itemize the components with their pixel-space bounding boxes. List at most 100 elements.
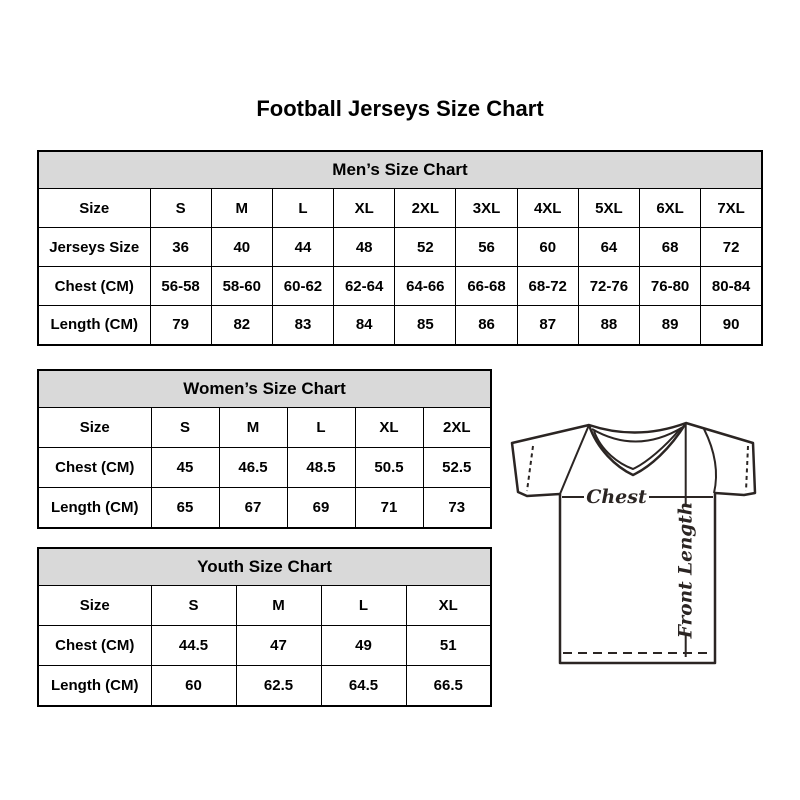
data-cell: 60-62 <box>271 266 335 306</box>
data-cell: 44.5 <box>150 625 237 666</box>
data-cell: 79 <box>149 305 212 345</box>
data-cell: 62-64 <box>333 266 396 306</box>
mens-size-chart-table: Men’s Size Chart Size S M L XL 2XL 3XL 4XL 5XL 6X… <box>37 150 763 346</box>
left-cuff-dashed-line <box>526 445 534 492</box>
data-cell: 90 <box>700 305 763 345</box>
data-cell: 68-72 <box>516 266 579 306</box>
data-cell: 64-66 <box>394 266 457 306</box>
data-cell: 46.5 <box>218 447 288 488</box>
table-row: Length (CM) 65 67 69 71 73 <box>37 487 492 528</box>
data-cell: 56 <box>455 227 518 267</box>
data-cell: 69 <box>286 487 356 528</box>
data-cell: 50.5 <box>354 447 424 488</box>
row-header-cell: Size <box>37 188 151 228</box>
data-cell: L <box>271 188 335 228</box>
mens-table: Men’s Size Chart Size S M L XL 2XL 3XL 4XL 5XL 6X… <box>37 150 763 346</box>
data-cell: 60 <box>516 227 579 267</box>
youth-table: Youth Size Chart Size S M L XL Chest (CM) 44.5… <box>37 547 492 707</box>
data-cell: 48.5 <box>286 447 356 488</box>
data-cell: 6XL <box>638 188 702 228</box>
data-cell: 48 <box>333 227 396 267</box>
womens-size-chart-table: Women’s Size Chart Size S M L XL 2XL Chest (CM… <box>37 369 492 529</box>
table-row: Size S M L XL 2XL <box>37 407 492 448</box>
jersey-outline <box>510 421 757 665</box>
data-cell: 4XL <box>516 188 579 228</box>
page-title: Football Jerseys Size Chart <box>256 96 544 121</box>
youth-size-chart-table: Youth Size Chart Size S M L XL Chest (CM) 44.5… <box>37 547 492 707</box>
data-cell: 87 <box>516 305 579 345</box>
row-header-cell: Size <box>37 407 152 448</box>
data-cell: 64.5 <box>320 665 407 706</box>
data-cell: 40 <box>210 227 273 267</box>
data-cell: L <box>286 407 356 448</box>
data-cell: 5XL <box>577 188 641 228</box>
data-cell: 66-68 <box>455 266 518 306</box>
data-cell: 72-76 <box>577 266 641 306</box>
data-cell: M <box>235 585 322 626</box>
data-cell: 67 <box>218 487 288 528</box>
table-row: Length (CM) 79 82 83 84 85 86 87 88 89 90 <box>37 305 763 345</box>
data-cell: 65 <box>150 487 220 528</box>
data-cell: 2XL <box>422 407 492 448</box>
data-cell: 82 <box>210 305 273 345</box>
table-row: Length (CM) 60 62.5 64.5 66.5 <box>37 665 492 706</box>
data-cell: S <box>150 407 220 448</box>
data-cell: 71 <box>354 487 424 528</box>
data-cell: L <box>320 585 407 626</box>
table-title: Men’s Size Chart <box>37 150 763 189</box>
table-title: Women’s Size Chart <box>37 369 492 408</box>
row-header-cell: Chest (CM) <box>37 266 151 306</box>
data-cell: 84 <box>333 305 396 345</box>
data-cell: 73 <box>422 487 492 528</box>
data-cell: 52.5 <box>422 447 492 488</box>
data-cell: 68 <box>638 227 702 267</box>
data-cell: 85 <box>394 305 457 345</box>
table-header-row: Youth Size Chart <box>37 547 492 586</box>
data-cell: 36 <box>149 227 212 267</box>
data-cell: 49 <box>320 625 407 666</box>
data-cell: 7XL <box>700 188 763 228</box>
data-cell: XL <box>354 407 424 448</box>
row-header-cell: Chest (CM) <box>37 447 152 488</box>
data-cell: 76-80 <box>638 266 702 306</box>
table-header-row: Women’s Size Chart <box>37 369 492 408</box>
table-row: Size S M L XL <box>37 585 492 626</box>
data-cell: XL <box>405 585 492 626</box>
data-cell: 56-58 <box>149 266 212 306</box>
chest-label: Chest <box>586 486 647 508</box>
data-cell: 58-60 <box>210 266 273 306</box>
left-sleeve-seam <box>559 424 590 495</box>
data-cell: S <box>150 585 237 626</box>
data-cell: 62.5 <box>235 665 322 706</box>
womens-table: Women’s Size Chart Size S M L XL 2XL Chest (CM… <box>37 369 492 529</box>
jersey-measurement-diagram: Chest Front Length <box>510 421 757 665</box>
table-title: Youth Size Chart <box>37 547 492 586</box>
front-length-label: Front Length <box>676 502 697 640</box>
table-row: Size S M L XL 2XL 3XL 4XL 5XL 6XL 7XL <box>37 188 763 228</box>
table-header-row: Men’s Size Chart <box>37 150 763 189</box>
front-length-measure-line: Front Length <box>676 424 697 657</box>
data-cell: 3XL <box>455 188 518 228</box>
chest-measure-line: Chest <box>562 486 713 508</box>
table-row: Chest (CM) 45 46.5 48.5 50.5 52.5 <box>37 447 492 488</box>
data-cell: M <box>218 407 288 448</box>
data-cell: 66.5 <box>405 665 492 706</box>
row-header-cell: Size <box>37 585 152 626</box>
data-cell: 89 <box>638 305 702 345</box>
right-cuff-dashed-line <box>745 445 749 492</box>
data-cell: 64 <box>577 227 641 267</box>
data-cell: S <box>149 188 212 228</box>
data-cell: XL <box>333 188 396 228</box>
data-cell: 2XL <box>394 188 457 228</box>
data-cell: 86 <box>455 305 518 345</box>
data-cell: 51 <box>405 625 492 666</box>
data-cell: 44 <box>271 227 335 267</box>
data-cell: 52 <box>394 227 457 267</box>
table-row: Jerseys Size 36 40 44 48 52 56 60 64 68 72 <box>37 227 763 267</box>
row-header-cell: Length (CM) <box>37 305 151 345</box>
data-cell: 83 <box>271 305 335 345</box>
row-header-cell: Length (CM) <box>37 487 152 528</box>
data-cell: 47 <box>235 625 322 666</box>
table-row: Chest (CM) 44.5 47 49 51 <box>37 625 492 666</box>
